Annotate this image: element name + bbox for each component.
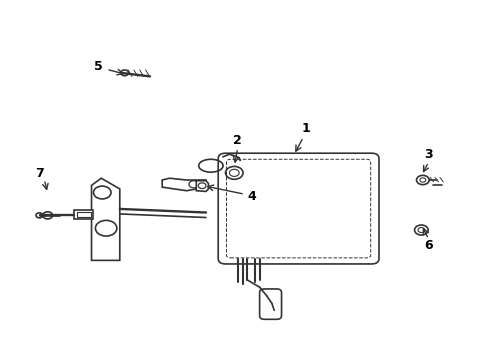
Text: 7: 7 xyxy=(35,167,44,180)
FancyBboxPatch shape xyxy=(77,212,91,217)
FancyBboxPatch shape xyxy=(260,289,282,319)
Text: 6: 6 xyxy=(424,239,433,252)
Polygon shape xyxy=(162,178,206,191)
Polygon shape xyxy=(196,181,208,192)
Polygon shape xyxy=(92,178,120,260)
FancyBboxPatch shape xyxy=(74,210,93,219)
Text: 1: 1 xyxy=(301,122,310,135)
Text: 2: 2 xyxy=(233,134,242,147)
Text: 3: 3 xyxy=(424,148,433,162)
Text: 5: 5 xyxy=(95,60,103,73)
FancyBboxPatch shape xyxy=(218,153,379,264)
Text: 4: 4 xyxy=(248,190,257,203)
